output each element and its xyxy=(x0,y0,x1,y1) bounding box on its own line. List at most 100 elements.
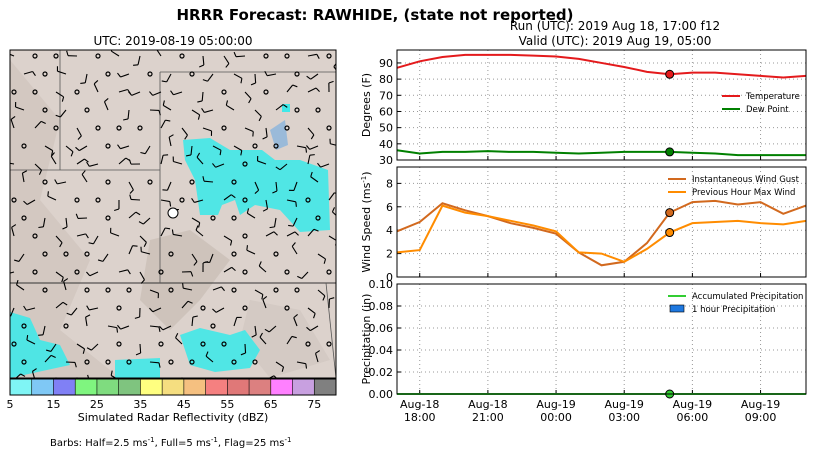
barb-flag xyxy=(305,363,308,369)
barb-flag xyxy=(47,191,49,197)
text-part: Precipitation (in) xyxy=(360,294,373,385)
barb-flag xyxy=(62,226,68,230)
barb xyxy=(317,253,327,264)
barb xyxy=(44,354,56,363)
barb xyxy=(11,224,17,237)
barb-flag xyxy=(38,334,44,336)
barb-flag xyxy=(138,221,144,225)
barb-flag xyxy=(184,134,188,140)
barb xyxy=(31,368,37,378)
barb xyxy=(55,91,65,102)
barb-staff xyxy=(102,253,109,262)
barb xyxy=(202,176,214,183)
barb xyxy=(87,374,90,378)
barb-flag xyxy=(88,242,94,245)
barb-staff xyxy=(191,217,200,224)
barb-calm xyxy=(32,89,38,95)
barb-staff xyxy=(152,307,162,313)
map-title: UTC: 2019-08-19 05:00:00 xyxy=(93,34,252,48)
x-tick-time: 06:00 xyxy=(677,411,709,424)
barb xyxy=(333,62,336,71)
barb xyxy=(240,343,247,356)
barb-staff xyxy=(149,325,160,328)
barb xyxy=(307,87,320,93)
barb-staff xyxy=(273,217,277,227)
barb-flag xyxy=(251,334,257,338)
barb-flag xyxy=(59,242,63,248)
barb-staff xyxy=(21,173,25,183)
barb-flag xyxy=(212,163,217,168)
colorbar-segment xyxy=(118,379,141,395)
line-series xyxy=(396,204,807,263)
barb xyxy=(168,134,174,147)
barb-calm xyxy=(11,197,17,203)
barb-staff xyxy=(137,55,141,65)
barb-flag xyxy=(75,146,80,152)
barb xyxy=(128,245,138,255)
barb-calm xyxy=(210,323,216,329)
barb-calm xyxy=(74,269,80,275)
barb-flag xyxy=(66,50,69,56)
barb-flag xyxy=(262,208,268,212)
superscript: -1 xyxy=(360,176,368,183)
barb-flag xyxy=(85,233,89,239)
barb-calm xyxy=(53,125,59,131)
barb xyxy=(212,307,225,313)
barb xyxy=(275,163,288,171)
barb-staff xyxy=(120,73,130,78)
barb-flag xyxy=(240,150,243,156)
barb xyxy=(175,333,183,345)
barb-flag xyxy=(51,150,54,156)
barb-staff xyxy=(296,145,306,149)
barb-staff xyxy=(254,289,264,295)
barb-staff xyxy=(201,91,204,102)
barb xyxy=(55,235,63,248)
valid-time-marker xyxy=(665,228,675,238)
barb-calm xyxy=(32,269,38,275)
barb-flag xyxy=(240,78,243,84)
barb xyxy=(128,91,141,96)
barb-staff xyxy=(205,355,214,363)
y-tick-label: 50 xyxy=(379,122,393,135)
barb xyxy=(251,325,257,338)
barb xyxy=(10,271,15,274)
x-tick-date: Aug-19 xyxy=(741,398,780,411)
barb-staff xyxy=(44,355,52,363)
barb xyxy=(62,217,68,230)
valid-time-marker xyxy=(665,147,675,157)
barb-flag xyxy=(258,116,262,122)
text-part: Barbs: Half=2.5 ms xyxy=(50,438,148,449)
barb xyxy=(315,350,320,363)
barb xyxy=(264,70,277,77)
barb-flag xyxy=(38,169,43,175)
barb xyxy=(110,227,120,237)
barb-flag xyxy=(258,261,262,267)
barb-calm xyxy=(305,341,311,347)
barb xyxy=(339,317,346,326)
colorbar-segment xyxy=(162,379,184,395)
barb-staff xyxy=(317,289,326,297)
barb xyxy=(162,100,172,111)
barb xyxy=(117,324,130,330)
barb-calm xyxy=(147,71,153,77)
colorbar-segment xyxy=(249,379,271,395)
barb xyxy=(307,228,319,237)
barb xyxy=(139,271,145,284)
barb-flag xyxy=(97,259,104,262)
barb-calm xyxy=(42,107,48,113)
barb xyxy=(259,332,267,345)
barb-flag xyxy=(264,70,268,76)
barb xyxy=(50,152,57,165)
barb-flag xyxy=(334,192,336,194)
barb-calm xyxy=(189,359,195,365)
barb-flag xyxy=(20,373,26,377)
barbs-note: Barbs: Half=2.5 ms-1, Full=5 ms-1, Flag=… xyxy=(50,436,291,449)
barb-flag xyxy=(93,80,99,85)
barb-calm xyxy=(189,71,195,77)
barb xyxy=(296,361,308,369)
barb-flag xyxy=(262,296,268,301)
barb-staff xyxy=(339,174,343,182)
barb-calm xyxy=(11,341,17,347)
barb xyxy=(138,217,151,225)
barb-flag xyxy=(273,231,278,236)
